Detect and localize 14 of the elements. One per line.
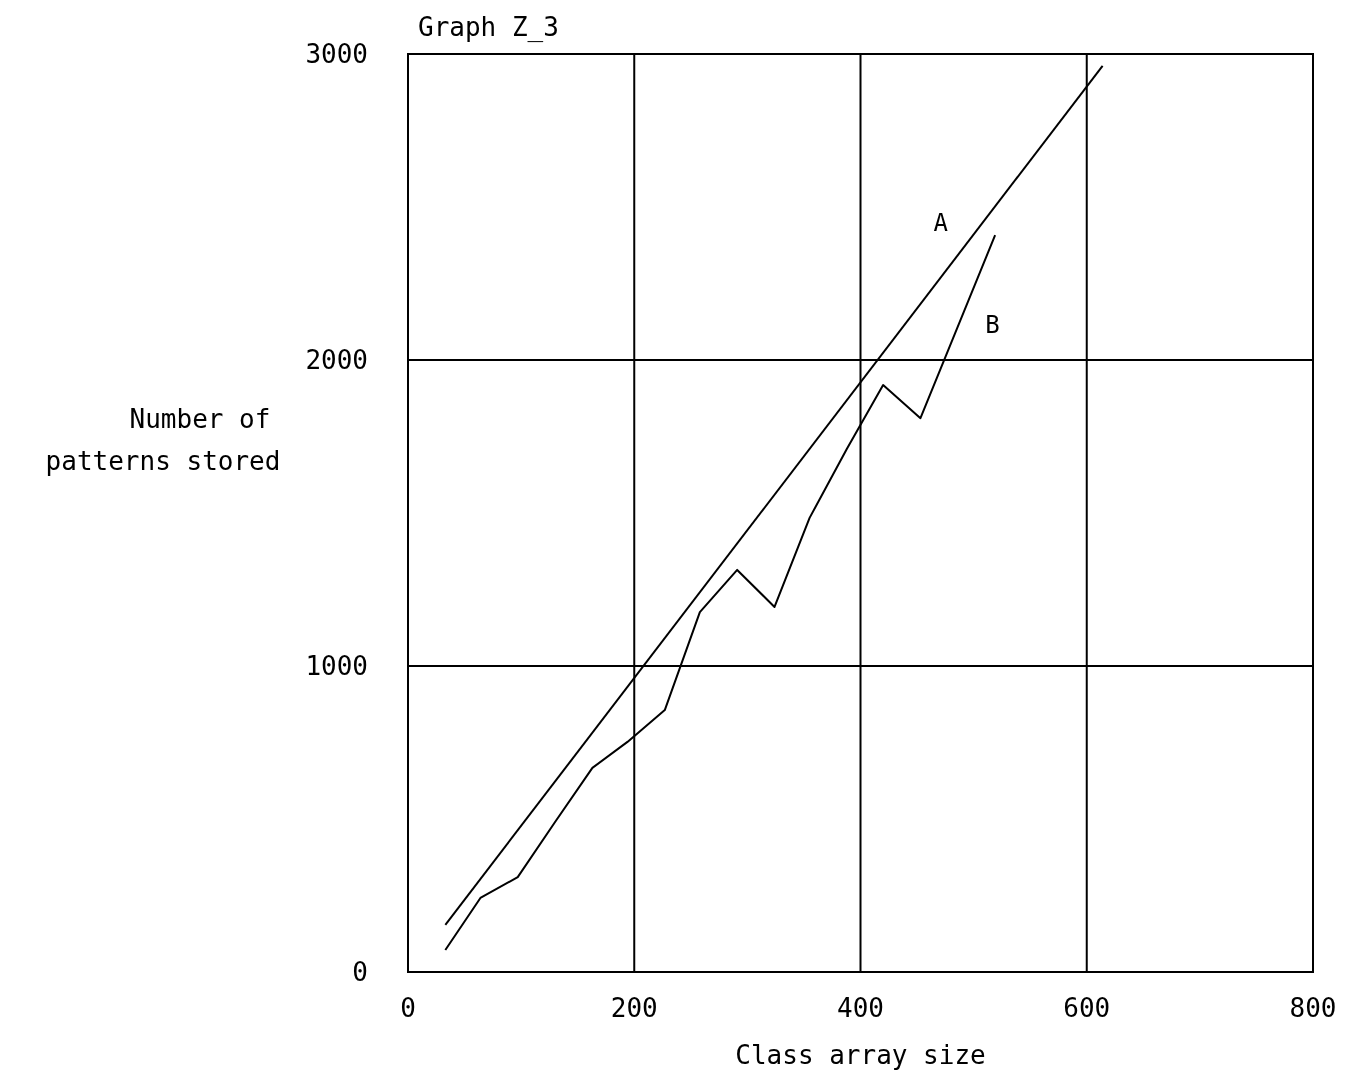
y-tick-label: 3000: [305, 39, 368, 69]
x-tick-label: 200: [610, 993, 658, 1023]
x-axis-title: Class array size: [735, 1040, 986, 1070]
chart-title: Graph Z_3: [418, 12, 559, 43]
x-tick-label: 400: [837, 993, 884, 1023]
x-tick-label: 0: [400, 993, 416, 1023]
y-tick-label: 1000: [305, 651, 368, 681]
series-label: B: [985, 311, 1000, 340]
x-tick-label: 600: [1063, 993, 1111, 1023]
y-axis-title: Number of patterns stored: [45, 404, 281, 476]
y-tick-label: 0: [352, 957, 368, 987]
y-tick-label: 2000: [305, 345, 368, 375]
series-label: A: [933, 209, 949, 238]
x-tick-label: 800: [1289, 993, 1337, 1023]
